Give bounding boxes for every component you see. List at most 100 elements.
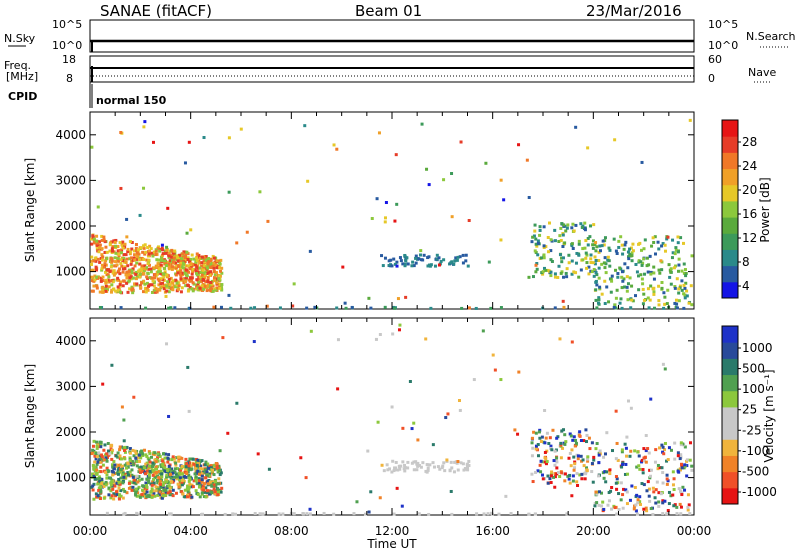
data-cell [417, 257, 421, 261]
data-cell [657, 504, 661, 508]
data-cell [425, 167, 429, 171]
data-cell [568, 432, 572, 436]
data-cell [583, 221, 587, 225]
data-cell [534, 242, 538, 246]
data-cell [548, 436, 552, 440]
data-cell [175, 467, 179, 471]
data-cell [456, 468, 460, 472]
data-cell [148, 276, 152, 280]
data-cell [404, 295, 408, 299]
data-cell [253, 511, 257, 515]
data-cell [587, 272, 591, 276]
data-cell [212, 261, 216, 265]
data-cell [563, 442, 567, 446]
data-cell [111, 484, 115, 488]
data-cell [212, 466, 216, 470]
data-cell [558, 234, 562, 238]
data-cell [675, 306, 679, 310]
data-cell [587, 265, 591, 269]
data-cell [180, 271, 184, 275]
data-cell [188, 457, 192, 461]
data-cell [149, 490, 153, 494]
data-cell [591, 239, 595, 243]
data-cell [142, 279, 146, 283]
data-cell [535, 267, 539, 271]
data-cell [158, 479, 162, 483]
data-cell [140, 451, 144, 455]
data-cell [187, 476, 191, 480]
data-cell [146, 494, 150, 498]
data-cell [202, 487, 206, 491]
data-cell [143, 264, 147, 268]
data-cell [586, 243, 590, 247]
data-cell [570, 244, 574, 248]
data-cell [195, 259, 199, 263]
data-cell [687, 301, 691, 305]
data-cell [553, 463, 557, 467]
data-cell [104, 278, 108, 282]
data-cell [391, 459, 395, 463]
data-cell [399, 259, 403, 263]
data-cell [142, 490, 146, 494]
data-cell [426, 468, 430, 472]
data-cell [212, 266, 216, 270]
data-cell [634, 262, 638, 266]
data-cell [116, 288, 120, 292]
data-cell [138, 495, 142, 499]
data-cell [175, 281, 179, 285]
data-cell [414, 261, 418, 265]
data-cell [604, 480, 608, 484]
data-cell [131, 448, 135, 452]
data-cell [168, 286, 172, 290]
data-cell [565, 267, 569, 271]
x-tick-label: 12:00 [375, 524, 410, 538]
data-cell [132, 463, 136, 467]
data-cell [93, 473, 97, 477]
data-cell [594, 241, 598, 245]
data-cell [640, 277, 644, 281]
data-cell [598, 285, 602, 289]
data-cell [156, 452, 160, 456]
data-cell [667, 502, 671, 506]
colorbar-tick-label: 24 [742, 159, 757, 173]
data-cell [589, 253, 593, 257]
data-cell [209, 280, 213, 284]
data-cell [110, 249, 114, 253]
data-cell [208, 492, 212, 496]
data-cell [644, 506, 648, 510]
data-cell [683, 463, 687, 467]
data-cell [190, 263, 194, 267]
data-cell [107, 453, 111, 457]
data-cell [663, 302, 667, 306]
data-cell [593, 255, 597, 259]
data-cell [411, 260, 415, 264]
data-cell [163, 259, 167, 263]
data-cell [185, 231, 189, 235]
data-cell [461, 462, 465, 466]
data-cell [562, 275, 566, 279]
data-cell [460, 306, 464, 310]
data-cell [679, 512, 683, 516]
data-cell [662, 306, 666, 310]
data-cell [158, 258, 162, 262]
data-cell [626, 250, 630, 254]
data-cell [124, 272, 128, 276]
data-cell [545, 459, 549, 463]
data-cell [145, 266, 149, 270]
data-cell [516, 432, 520, 436]
data-cell [186, 258, 190, 262]
data-cell [633, 449, 637, 453]
data-cell [145, 258, 149, 262]
data-cell [553, 449, 557, 453]
data-cell [105, 452, 109, 456]
data-cell [151, 489, 155, 493]
data-cell [218, 473, 222, 477]
data-cell [595, 273, 599, 277]
data-cell [308, 507, 312, 511]
data-cell [144, 481, 148, 485]
data-cell [179, 258, 183, 262]
data-cell [646, 287, 650, 291]
data-cell [136, 487, 140, 491]
